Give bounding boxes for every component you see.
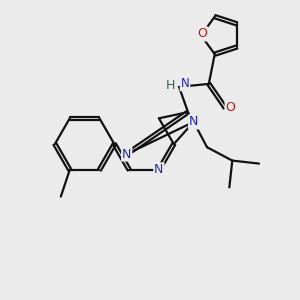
Text: O: O xyxy=(198,27,208,40)
Text: N: N xyxy=(181,77,189,90)
Text: N: N xyxy=(122,148,131,160)
Text: N: N xyxy=(189,116,198,128)
Text: H: H xyxy=(166,79,176,92)
Text: N: N xyxy=(154,163,164,176)
Text: O: O xyxy=(226,101,236,114)
